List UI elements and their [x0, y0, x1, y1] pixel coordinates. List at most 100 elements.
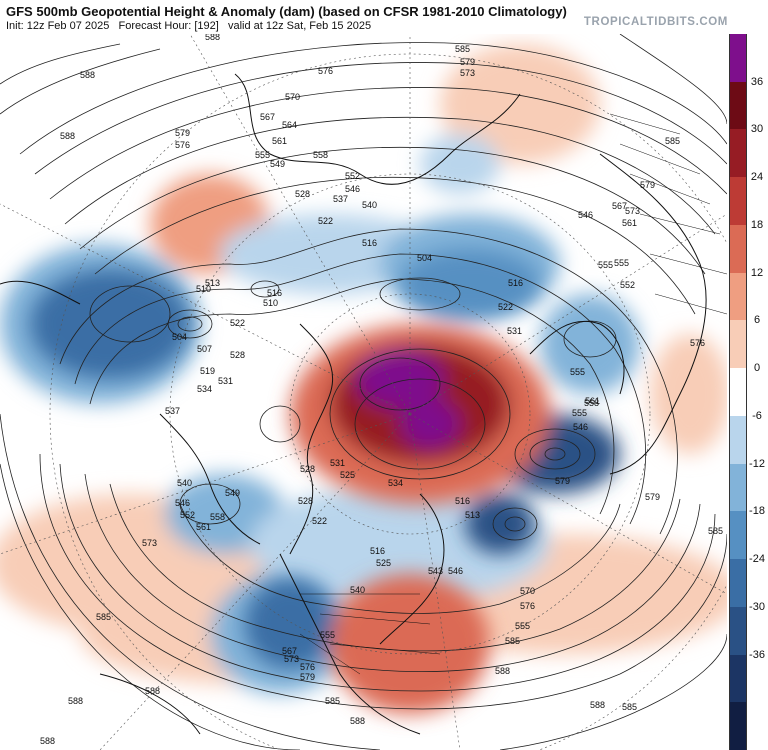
- anomaly-cool: [540, 294, 640, 394]
- anomaly-aleutian-low: [465, 494, 535, 554]
- contour-label: 573: [284, 654, 299, 664]
- contour-label: 588: [80, 70, 95, 80]
- contour-label: 543: [428, 566, 443, 576]
- contour-label: 561: [622, 218, 637, 228]
- contour-label: 561: [272, 136, 287, 146]
- contour-label: 546: [175, 498, 190, 508]
- contour-label: 516: [455, 496, 470, 506]
- contour-label: 552: [345, 171, 360, 181]
- colorbar-bin: [729, 702, 747, 750]
- contour-label: 534: [388, 478, 403, 488]
- contour-label: 516: [508, 278, 523, 288]
- contour-label: 546: [345, 184, 360, 194]
- height-contours: [0, 34, 727, 750]
- contour-label: 570: [520, 586, 535, 596]
- colorbar-bin: [729, 224, 747, 273]
- contour-label: 528: [298, 496, 313, 506]
- contour-label: 552: [620, 280, 635, 290]
- contour-label: 525: [376, 558, 391, 568]
- contour-label: 522: [318, 216, 333, 226]
- contour-label: 561: [196, 522, 211, 532]
- contour-label: 576: [520, 601, 535, 611]
- contour-label: 504: [417, 253, 432, 263]
- contour-label: 507: [197, 344, 212, 354]
- contour-label: 537: [333, 194, 348, 204]
- contour-label: 579: [645, 492, 660, 502]
- anomaly-weak-warm-belt: [440, 44, 600, 164]
- contour-label: 576: [175, 140, 190, 150]
- contour-label: 549: [225, 488, 240, 498]
- colorbar-label: 0: [753, 362, 761, 375]
- contour-label: 555: [320, 630, 335, 640]
- colorbar-label: 6: [753, 314, 761, 327]
- contour-label: 558: [584, 398, 599, 408]
- contour-label: 513: [465, 510, 480, 520]
- contour-label: 555: [515, 621, 530, 631]
- site-brand: TROPICALTIDBITS.COM: [583, 16, 728, 28]
- contour-label: 588: [145, 686, 160, 696]
- contour-label: 540: [177, 478, 192, 488]
- contour-label: 573: [460, 68, 475, 78]
- colorbar-label: 36: [750, 75, 764, 88]
- colorbar-bin: [729, 272, 747, 321]
- political-boundaries: [299, 113, 727, 675]
- colorbar-bin: [729, 129, 747, 178]
- contour-label: 576: [318, 66, 333, 76]
- colorbar-bin: [729, 177, 747, 225]
- contour-label: 585: [665, 136, 680, 146]
- contour-label: 546: [448, 566, 463, 576]
- valid-time: valid at 12z Sat, Feb 15 2025: [227, 20, 372, 32]
- colorbar-label: 18: [750, 218, 764, 231]
- colorbar-bin: [729, 81, 747, 130]
- contour-label: 588: [60, 131, 75, 141]
- contour-label: 567: [282, 646, 297, 656]
- contour-label: 522: [498, 302, 513, 312]
- contour-label: 588: [590, 700, 605, 710]
- anomaly-pole-warm-core: [400, 399, 460, 449]
- contour-label: 510: [263, 298, 278, 308]
- contour-label: 585: [455, 44, 470, 54]
- colorbar-bin: [729, 511, 747, 560]
- contour-label: 528: [295, 189, 310, 199]
- contour-label: 588: [40, 736, 55, 746]
- contour-label: 546: [573, 422, 588, 432]
- forecast-hour: Forecast Hour: [192]: [118, 20, 219, 32]
- colorbar-label: 12: [750, 266, 764, 279]
- contour-label: 546: [578, 210, 593, 220]
- contour-label: 531: [218, 376, 233, 386]
- lat-lon-grid: [0, 34, 727, 750]
- map-canvas: 588 588 588 585 579 576 579 573 576 570 …: [0, 34, 727, 750]
- contour-label: 555: [255, 150, 270, 160]
- contour-label: 588: [350, 716, 365, 726]
- contour-label: 522: [230, 318, 245, 328]
- contour-label: 516: [362, 238, 377, 248]
- contour-label: 540: [362, 200, 377, 210]
- colorbar-label: -18: [749, 505, 765, 518]
- contour-labels: 588 588 588 585 579 576 579 573 576 570 …: [40, 34, 723, 746]
- contour-label: 576: [690, 338, 705, 348]
- anomaly-weak-warm-belt: [650, 334, 727, 454]
- contour-label: 537: [165, 406, 180, 416]
- colorbar-bin: [729, 34, 747, 82]
- contour-label: 558: [210, 512, 225, 522]
- contour-label: 579: [460, 57, 475, 67]
- contour-label: 528: [230, 350, 245, 360]
- map-title: GFS 500mb Geopotential Height & Anomaly …: [6, 4, 567, 19]
- colorbar-bin: [729, 559, 747, 607]
- contour-label: 579: [300, 672, 315, 682]
- colorbar-bin: [729, 654, 747, 703]
- anomaly-central-asia-trough: [400, 249, 540, 319]
- contour-label: 504: [172, 332, 187, 342]
- contour-label: 525: [340, 470, 355, 480]
- anomaly-eastern-us-ridge: [330, 574, 490, 714]
- contour-label: 510: [196, 284, 211, 294]
- colorbar-label: -6: [752, 409, 762, 422]
- contour-label: 567: [260, 112, 275, 122]
- contour-label: 528: [300, 464, 315, 474]
- contour-label: 567: [612, 201, 627, 211]
- contour-label: 579: [555, 476, 570, 486]
- contour-label: 522: [312, 516, 327, 526]
- contour-label: 558: [313, 150, 328, 160]
- run-info: Init: 12z Feb 07 2025 Forecast Hour: [19…: [6, 20, 371, 32]
- contour-label: 576: [300, 662, 315, 672]
